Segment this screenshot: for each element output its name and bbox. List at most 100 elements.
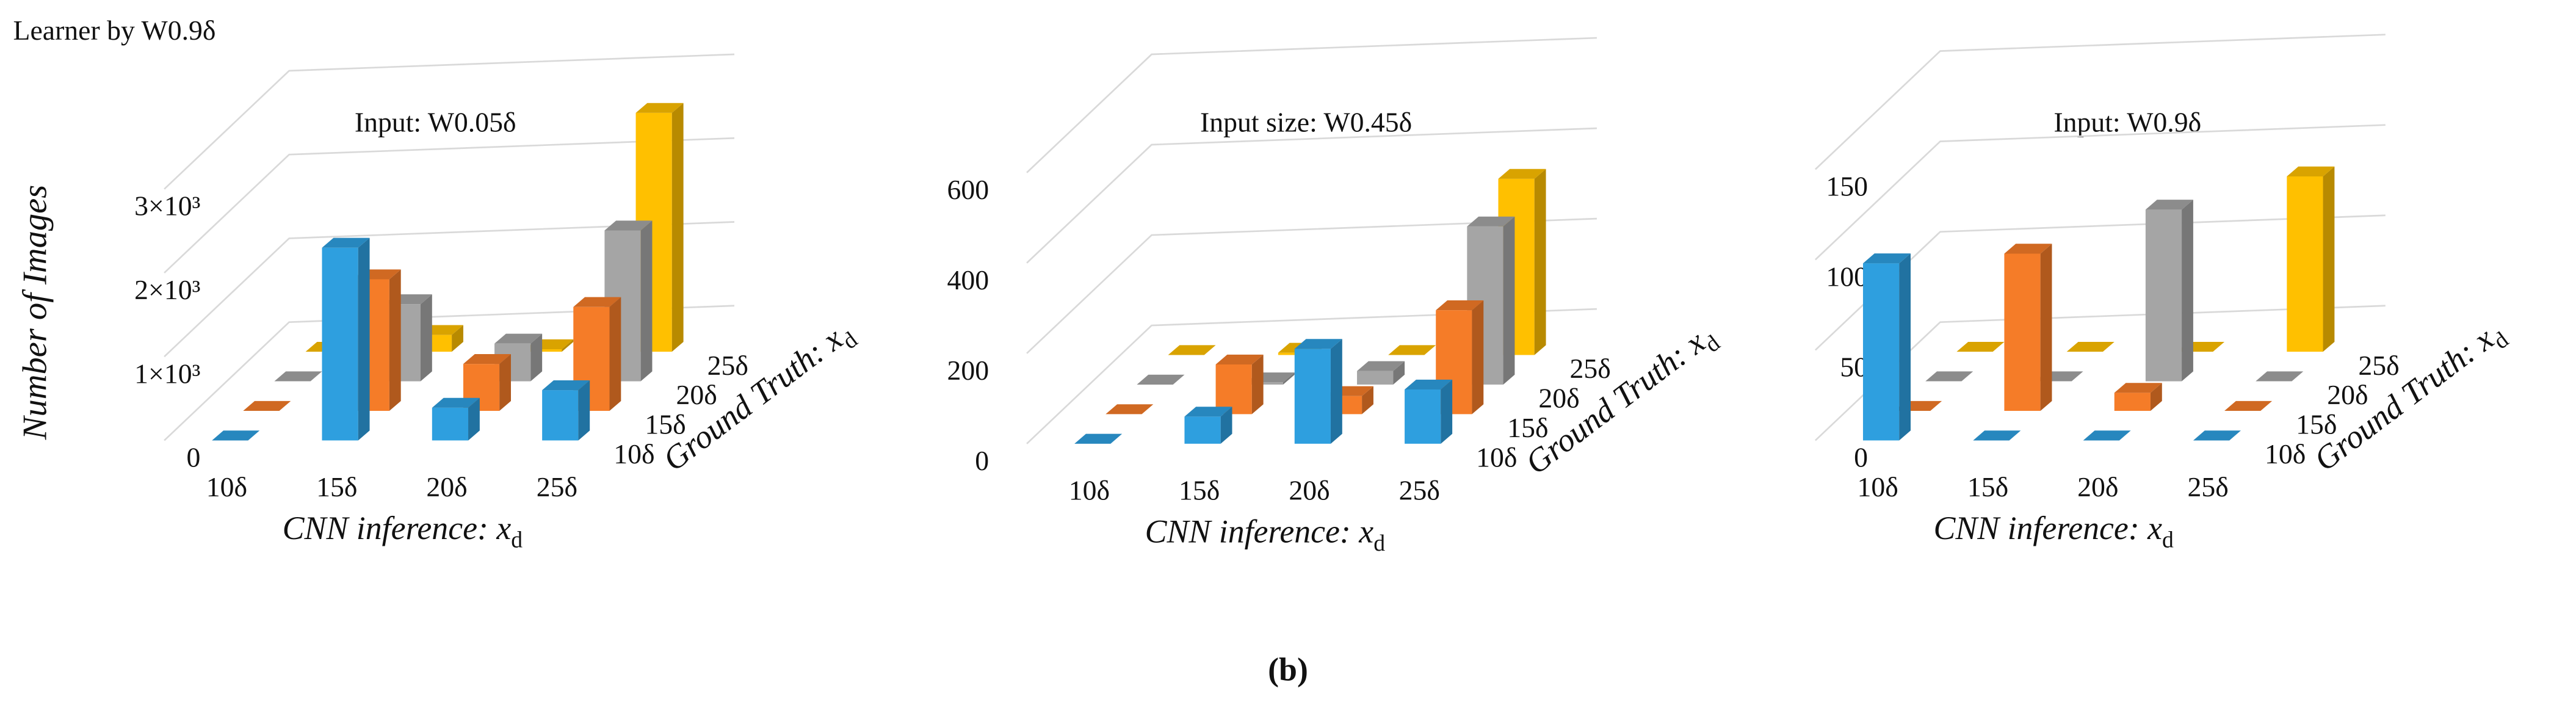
x-axis-label-sub: d xyxy=(511,527,523,552)
bar-top xyxy=(2193,430,2241,441)
x-axis-label: CNN inference: xd xyxy=(283,510,523,552)
x-tick-label: 25δ xyxy=(1399,474,1440,505)
y-tick-label: 100 xyxy=(1826,261,1868,292)
grid-line xyxy=(1026,127,1597,264)
bar xyxy=(1105,404,1154,415)
bar xyxy=(1168,345,1216,355)
bar xyxy=(1294,339,1342,444)
grid-line xyxy=(1814,214,2386,351)
bar-front xyxy=(2114,393,2151,411)
grid-line xyxy=(1026,217,1597,354)
bar-top xyxy=(573,297,621,307)
bar-top xyxy=(463,353,512,364)
bar-top xyxy=(2004,244,2052,254)
z-tick-label: 15δ xyxy=(1507,412,1548,443)
z-tick-label: 10δ xyxy=(1476,442,1517,473)
bar xyxy=(2224,400,2273,411)
bar xyxy=(1357,361,1405,385)
bar-side xyxy=(1899,253,1911,441)
bar-front xyxy=(432,407,469,441)
bar xyxy=(1862,253,1911,441)
bar-side xyxy=(1503,216,1515,385)
grid-line xyxy=(164,221,735,358)
bar-top xyxy=(604,220,653,231)
y-axis-label: Number of Images xyxy=(16,185,54,440)
z-tick-label: 25δ xyxy=(2358,350,2399,381)
bar xyxy=(1925,371,1974,382)
bar-front xyxy=(2145,209,2182,382)
bar-side xyxy=(468,397,480,441)
x-tick-label: 10δ xyxy=(1069,474,1110,505)
bar-top xyxy=(1925,371,1974,382)
bar xyxy=(1184,407,1232,444)
bar-side xyxy=(1362,386,1373,415)
grid-line xyxy=(1026,37,1597,173)
bar-side xyxy=(562,339,574,352)
x-tick-label: 25δ xyxy=(2187,471,2228,502)
bar-top xyxy=(2145,200,2193,210)
y-tick-label: 2×10³ xyxy=(134,274,200,305)
x-tick-label: 15δ xyxy=(1179,474,1220,505)
y-tick-label: 0 xyxy=(1854,442,1868,473)
bar-front xyxy=(1357,371,1394,385)
y-tick-label: 0 xyxy=(186,442,200,473)
bar-top xyxy=(274,371,322,382)
bar-front xyxy=(322,247,358,441)
bar xyxy=(2083,430,2131,441)
bar-front xyxy=(2004,253,2041,411)
bar-top xyxy=(212,430,260,441)
z-tick-label: 25δ xyxy=(707,350,748,381)
bar-side xyxy=(578,380,590,441)
bar-top xyxy=(1168,345,1216,355)
y-tick-label: 200 xyxy=(947,355,990,386)
bar-top xyxy=(635,103,684,113)
bar-top xyxy=(1862,253,1911,264)
x-axis-label-text: CNN inference: x xyxy=(1933,510,2162,546)
grid-line xyxy=(164,137,735,273)
chart-title: Input size: W0.45δ xyxy=(1200,106,1412,137)
bar xyxy=(1215,354,1264,415)
bar xyxy=(2256,371,2304,382)
bar-top xyxy=(2083,430,2131,441)
bar-top xyxy=(1294,339,1342,349)
z-tick-label: 25δ xyxy=(1570,353,1611,384)
grid-line xyxy=(164,53,735,190)
bar-side xyxy=(358,237,370,441)
bar xyxy=(2004,244,2052,411)
bar-top xyxy=(2256,371,2304,382)
bar-front xyxy=(1405,389,1441,444)
z-tick-label: 10δ xyxy=(2265,438,2306,469)
bar-top xyxy=(2066,341,2115,352)
bar-side xyxy=(1441,379,1453,444)
bar-top xyxy=(1184,407,1232,417)
x-tick-label: 20δ xyxy=(426,471,467,502)
z-tick-label: 10δ xyxy=(613,438,654,469)
y-tick-label: 150 xyxy=(1826,170,1868,201)
bar-side xyxy=(1393,361,1405,385)
bar-front xyxy=(526,349,562,352)
x-tick-label: 10δ xyxy=(206,471,247,502)
bar-top xyxy=(1467,216,1515,226)
bar xyxy=(1405,379,1453,444)
x-axis-label: CNN inference: xd xyxy=(1145,513,1386,556)
z-tick-label: 15δ xyxy=(645,409,686,440)
bar-top xyxy=(2114,383,2162,393)
bar xyxy=(2066,341,2115,352)
bar xyxy=(2287,166,2335,352)
bar-side xyxy=(671,103,684,352)
bar xyxy=(1137,374,1185,385)
bar-top xyxy=(1956,341,2005,352)
y-tick-label: 600 xyxy=(947,174,990,205)
x-axis-label-text: CNN inference: x xyxy=(1145,513,1374,549)
grid-line xyxy=(1814,34,2386,170)
bar xyxy=(2114,383,2162,411)
x-axis-label-sub: d xyxy=(1373,531,1385,556)
bar-top xyxy=(1137,374,1185,385)
caption: (b) xyxy=(1268,651,1308,687)
bar-side xyxy=(640,220,653,382)
bar xyxy=(1074,433,1123,444)
bar-top xyxy=(542,380,590,391)
bar-top xyxy=(2224,400,2273,411)
grid-line xyxy=(1814,305,2386,441)
bar-side xyxy=(1220,407,1232,444)
